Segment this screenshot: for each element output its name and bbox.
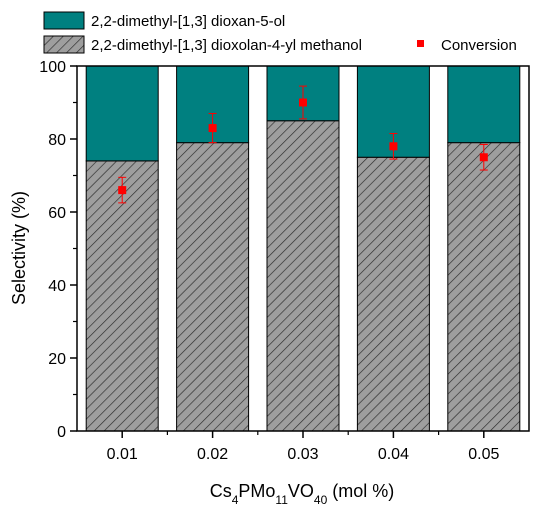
y-axis-title: Selectivity (%) bbox=[9, 191, 29, 305]
x-axis-title-part-4: VO bbox=[288, 481, 314, 501]
x-axis-title: Cs4PMo11VO40 (mol %) bbox=[210, 481, 395, 507]
x-tick-label-0.05: 0.05 bbox=[468, 446, 499, 463]
bar-dioxolan-methanol-0.04 bbox=[356, 156, 430, 432]
y-tick-label-0: 0 bbox=[57, 424, 66, 441]
conversion-point-0.05 bbox=[479, 153, 488, 162]
x-tick-label-0.03: 0.03 bbox=[287, 446, 318, 463]
legend-swatch-dioxolan-4-yl-methanol bbox=[43, 35, 85, 54]
x-axis-title-part-2: PMo bbox=[238, 481, 275, 501]
bar-dioxolan-methanol-0.02 bbox=[176, 142, 250, 432]
y-tick-label-100: 100 bbox=[39, 59, 66, 76]
conversion-point-0.03 bbox=[299, 98, 307, 107]
legend-marker-conversion bbox=[417, 40, 424, 47]
y-tick-label-60: 60 bbox=[48, 205, 66, 222]
conversion-point-0.04 bbox=[389, 142, 398, 151]
bar-dioxan-5-ol-0.05 bbox=[447, 65, 521, 144]
bar-dioxolan-methanol-0.01 bbox=[85, 160, 159, 432]
legend: 2,2-dimethyl-[1,3] dioxan-5-ol 2,2-dimet… bbox=[43, 11, 517, 54]
x-axis-title-part-1: 4 bbox=[232, 493, 239, 507]
legend-label-dioxolan-4-yl-methanol: 2,2-dimethyl-[1,3] dioxolan-4-yl methano… bbox=[91, 37, 362, 54]
bar-dioxan-5-ol-0.01 bbox=[85, 65, 159, 162]
legend-label-dioxan-5-ol: 2,2-dimethyl-[1,3] dioxan-5-ol bbox=[91, 13, 285, 30]
y-tick-label-20: 20 bbox=[48, 351, 66, 368]
x-axis-title-part-3: 11 bbox=[275, 493, 288, 507]
y-tick-label-80: 80 bbox=[48, 132, 66, 149]
legend-swatch-dioxan-5-ol bbox=[43, 11, 85, 30]
plot-area: 0 20 40 60 80 100 0.01 0.02 0.03 0.04 0.05 bbox=[39, 59, 530, 463]
x-axis-title-part-5: 40 bbox=[314, 493, 328, 507]
legend-label-conversion: Conversion bbox=[441, 37, 517, 54]
x-tick-label-0.02: 0.02 bbox=[197, 446, 228, 463]
x-tick-label-0.04: 0.04 bbox=[378, 446, 409, 463]
bar-dioxolan-methanol-0.03 bbox=[266, 120, 340, 432]
x-tick-label-0.01: 0.01 bbox=[107, 446, 138, 463]
conversion-point-0.02 bbox=[208, 124, 217, 133]
x-axis-title-part-0: Cs bbox=[210, 481, 232, 501]
y-tick-label-40: 40 bbox=[48, 278, 66, 295]
conversion-point-0.01 bbox=[118, 186, 127, 195]
x-axis-title-part-6: (mol %) bbox=[327, 481, 394, 501]
bar-dioxolan-methanol-0.05 bbox=[447, 142, 521, 432]
